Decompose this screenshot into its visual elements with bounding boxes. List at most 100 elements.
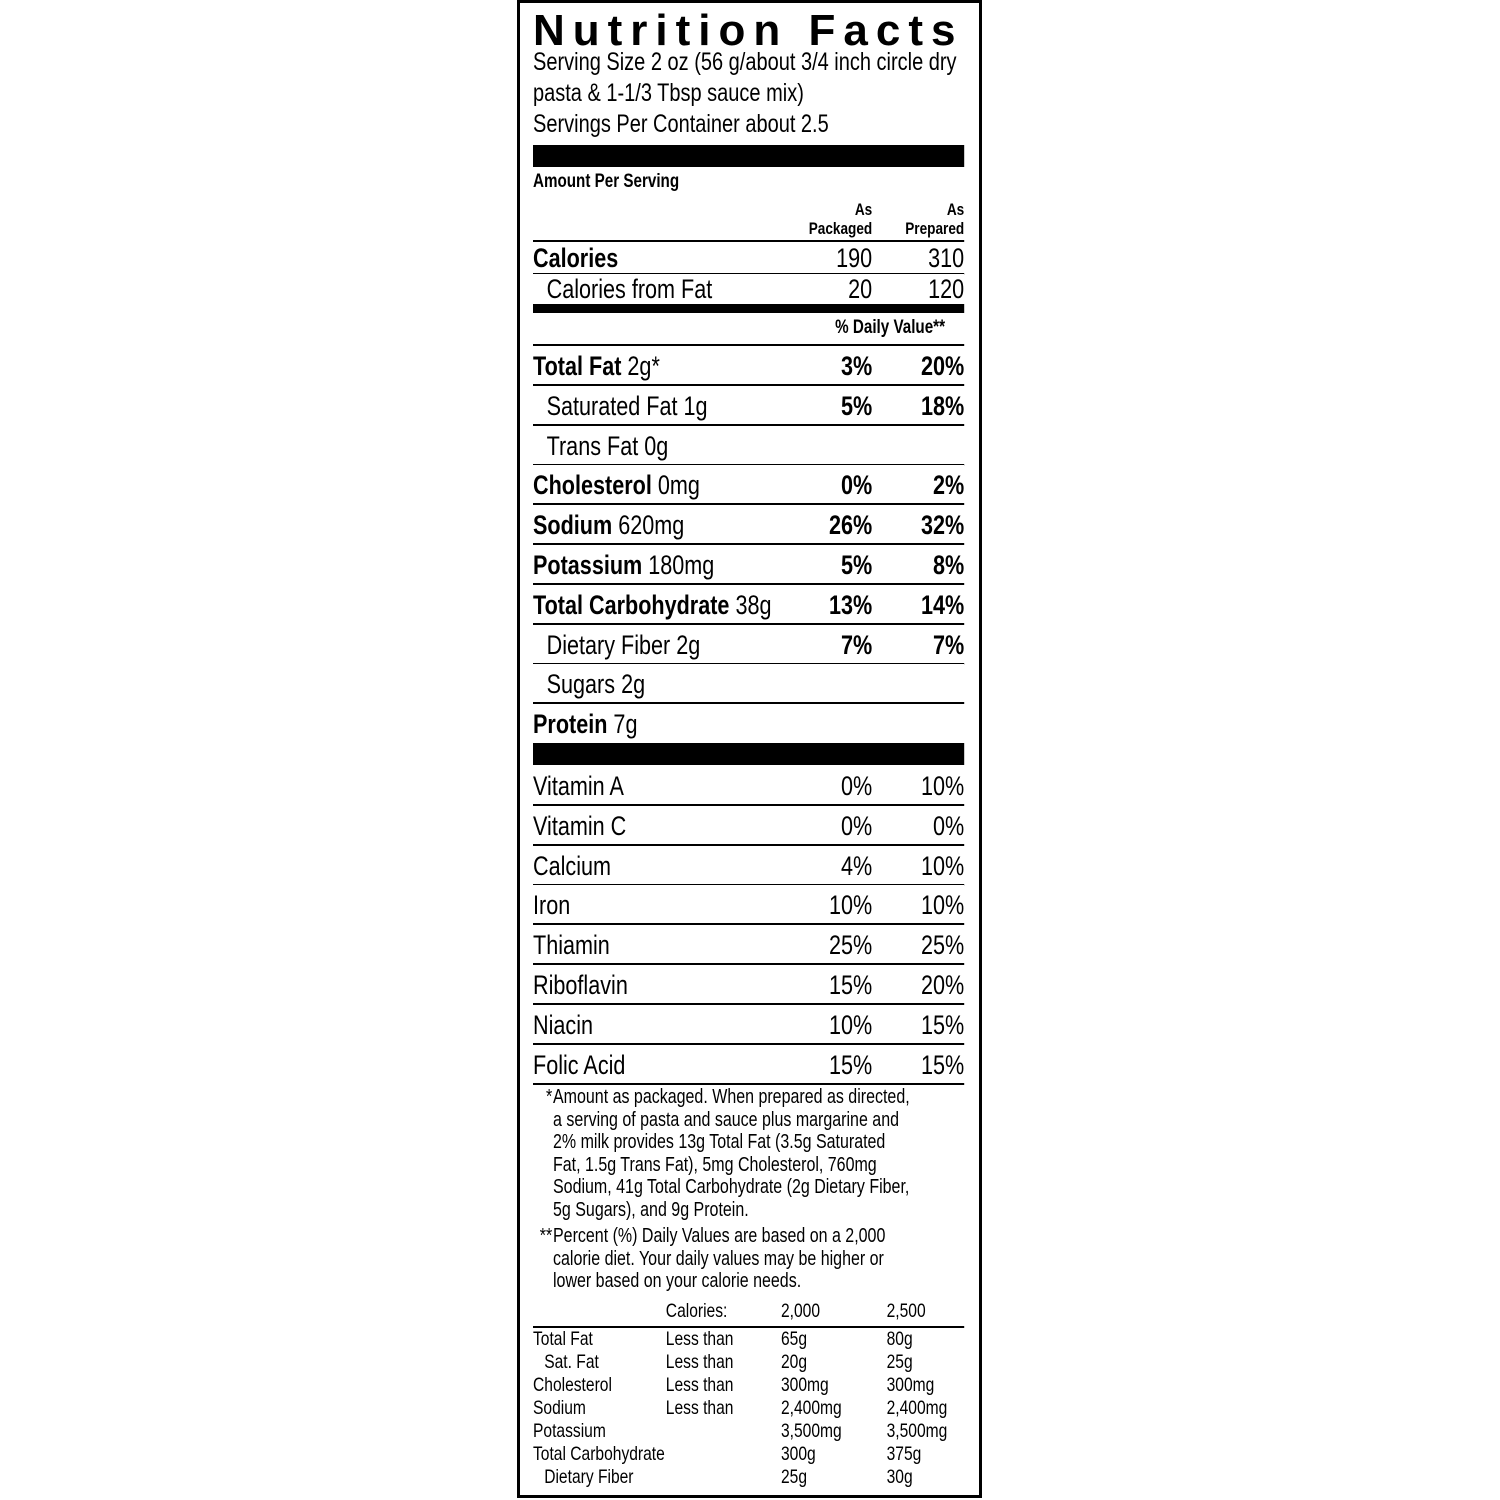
nutrient-name: Cholesterol: [533, 470, 652, 501]
calories-prepared: 310: [928, 243, 965, 273]
table-cell: 20g: [781, 1351, 808, 1373]
table-cell: 300mg: [781, 1374, 829, 1396]
nutrient-amount: 180mg: [648, 550, 715, 580]
vitamin-name: Folic Acid: [533, 1049, 626, 1080]
nutrient-prepared-dv: 32%: [920, 510, 965, 541]
nutrient-amount: 2g: [676, 629, 701, 660]
table-cell: 25g: [886, 1351, 913, 1373]
nutrient-row: Saturated Fat 1g 5% 18%: [533, 385, 965, 426]
table-cell: Potassium: [533, 1420, 606, 1442]
vitamin-prepared-dv: 20%: [920, 970, 965, 1000]
nutrient-label: Sugars 2g: [547, 664, 646, 704]
table-cell: Total Carbohydrate: [533, 1443, 665, 1465]
calories-from-fat-label: Calories from Fat: [546, 274, 713, 304]
label-title: Nutrition Facts: [533, 6, 964, 55]
footnote-line: lower based on your calorie needs.: [553, 1270, 802, 1292]
vitamin-packaged-dv: 10%: [828, 1009, 873, 1040]
nutrient-prepared-dv: 14%: [920, 589, 965, 620]
table-cell: Less than: [665, 1374, 734, 1396]
nutrient-name: Trans Fat: [546, 430, 639, 461]
footnote-line: Amount as packaged. When prepared as dir…: [553, 1086, 910, 1108]
nutrient-label: Protein 7g: [533, 704, 637, 744]
nutrient-packaged-dv: 5%: [840, 390, 873, 421]
nutrient-amount: 1g: [683, 390, 708, 421]
nutrient-amount: 38g: [735, 589, 772, 620]
nutrient-row: Cholesterol 0mg 0% 2%: [533, 465, 965, 506]
nutrient-name: Potassium: [533, 550, 643, 580]
nutrient-amount: 0mg: [657, 470, 700, 501]
table-cell: 3,500mg: [781, 1420, 842, 1442]
nutrient-prepared-dv: 7%: [932, 629, 965, 660]
table-cell: 30g: [886, 1466, 913, 1488]
footnote-line: a serving of pasta and sauce plus margar…: [553, 1108, 899, 1131]
vitamin-row: Riboflavin 15% 20%: [533, 965, 965, 1005]
table-divider: [533, 1326, 965, 1328]
column-header-line: Prepared: [905, 219, 965, 238]
nutrient-row: Protein 7g: [533, 704, 965, 744]
vitamin-name: Niacin: [533, 1009, 594, 1040]
servings-per-container: Servings Per Container about 2.5: [533, 110, 829, 138]
nutrient-name: Protein: [533, 709, 608, 740]
table-cell: 300g: [781, 1443, 816, 1465]
footnote-line: 2% milk provides 13g Total Fat (3.5g Sat…: [553, 1131, 886, 1153]
calories-from-fat-row: Calories from Fat 20 120: [533, 274, 965, 304]
nutrient-row: Potassium 180mg 5% 8%: [533, 545, 965, 585]
column-header-line: As: [854, 200, 873, 219]
nutrition-label-border: [517, 0, 982, 1498]
vitamin-row: Calcium 4% 10%: [533, 845, 965, 886]
nutrient-name: Total Carbohydrate: [533, 589, 730, 620]
vitamin-prepared-dv: 10%: [920, 771, 965, 801]
nutrient-label: Total Fat 2g*: [533, 346, 660, 386]
vitamin-row: Vitamin C 0% 0%: [533, 805, 965, 846]
nutrient-row: Sodium 620mg 26% 32%: [533, 505, 965, 546]
calories-row: Calories 190 310: [533, 240, 965, 275]
calories-label: Calories: [533, 243, 619, 273]
table-cell: 80g: [886, 1328, 913, 1350]
nutrient-packaged-dv: 13%: [828, 589, 873, 620]
vitamin-name: Calcium: [533, 850, 612, 881]
footnote-line: Percent (%) Daily Values are based on a …: [553, 1225, 886, 1247]
nutrient-label: Saturated Fat 1g: [547, 386, 708, 426]
footnote-line: Sodium, 41g Total Carbohydrate (2g Dieta…: [553, 1176, 910, 1198]
nutrient-packaged-dv: 26%: [828, 510, 873, 541]
vitamin-packaged-dv: 0%: [840, 810, 873, 841]
table-cell: Total Fat: [533, 1328, 593, 1350]
amount-per-serving: Amount Per Serving: [533, 171, 680, 192]
nutrient-name: Sodium: [533, 510, 613, 541]
vitamin-name: Vitamin C: [533, 810, 627, 841]
vitamin-row: Iron 10% 10%: [533, 885, 965, 926]
divider: [533, 344, 965, 346]
table-cell: Less than: [665, 1351, 734, 1373]
nutrient-name: Total Fat: [533, 351, 622, 381]
vitamin-packaged-dv: 15%: [828, 1049, 873, 1080]
table-cell: 2,500: [886, 1300, 926, 1322]
nutrient-prepared-dv: 8%: [932, 550, 965, 580]
vitamin-prepared-dv: 0%: [932, 810, 965, 841]
vitamin-prepared-dv: 15%: [920, 1049, 965, 1080]
nutrient-amount: 620mg: [618, 510, 685, 541]
medium-divider: [533, 304, 965, 313]
nutrient-row: Total Fat 2g* 3% 20%: [533, 346, 965, 386]
calories-from-fat-prepared: 120: [928, 274, 965, 304]
table-cell: 2,400mg: [781, 1397, 842, 1419]
vitamin-packaged-dv: 15%: [828, 970, 873, 1000]
nutrient-amount: 0g: [644, 430, 669, 461]
column-header-packaged: As Packaged: [809, 200, 873, 238]
table-cell: 2,400mg: [886, 1397, 948, 1419]
vitamin-prepared-dv: 15%: [920, 1009, 965, 1040]
nutrient-packaged-dv: 0%: [840, 470, 873, 501]
vitamin-prepared-dv: 10%: [920, 850, 965, 881]
nutrient-amount: 7g: [613, 709, 638, 740]
nutrient-packaged-dv: 3%: [840, 351, 873, 381]
nutrient-prepared-dv: 18%: [920, 390, 965, 421]
nutrient-label: Total Carbohydrate 38g: [533, 585, 771, 625]
nutrient-prepared-dv: 2%: [932, 470, 965, 501]
vitamin-row: Thiamin 25% 25%: [533, 925, 965, 966]
table-cell: Cholesterol: [533, 1374, 612, 1396]
nutrient-label: Cholesterol 0mg: [533, 465, 700, 505]
nutrition-label: Serving Size 2 oz (56 g/about 3/4 inch c…: [533, 0, 965, 1500]
nutrient-row: Sugars 2g: [533, 664, 965, 705]
vitamin-name: Riboflavin: [533, 970, 628, 1000]
nutrient-row: Trans Fat 0g: [533, 425, 965, 466]
table-cell: 25g: [781, 1466, 808, 1488]
